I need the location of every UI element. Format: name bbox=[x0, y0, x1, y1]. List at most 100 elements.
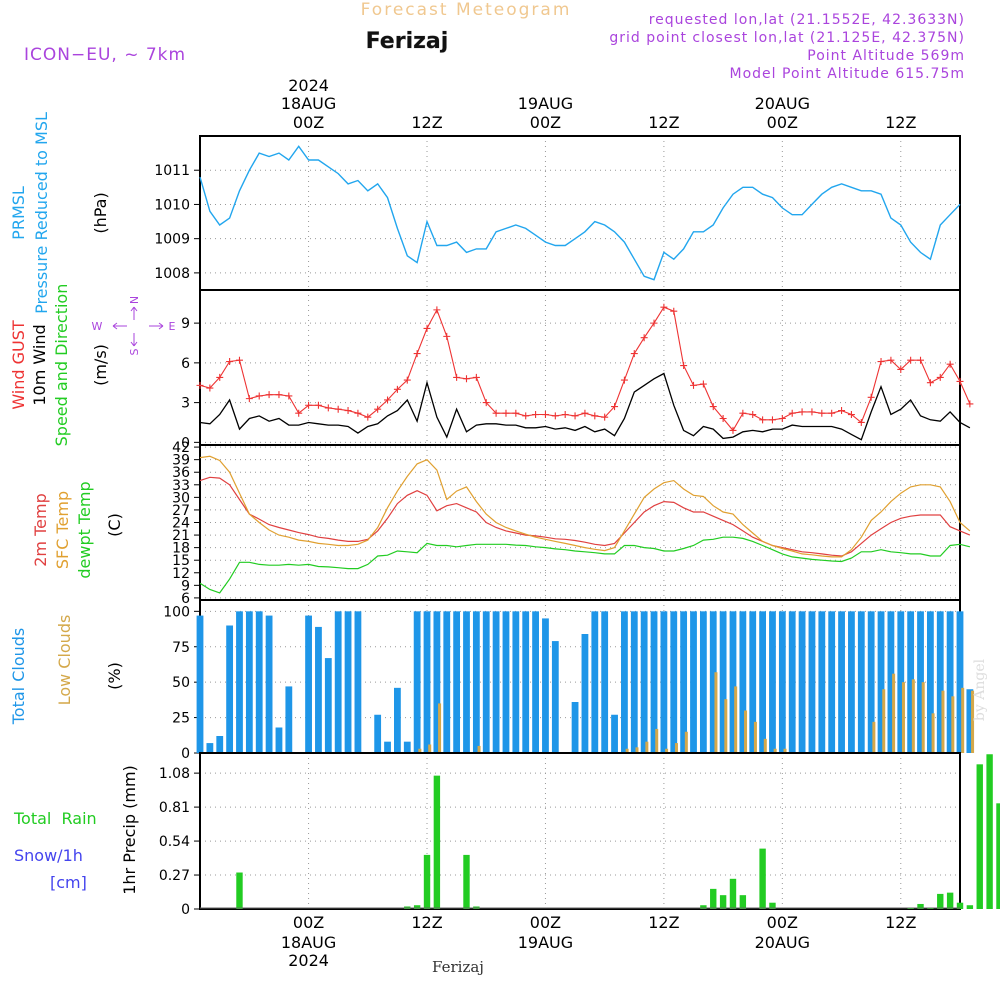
gust-marker bbox=[690, 381, 698, 389]
gust-marker bbox=[482, 399, 490, 407]
y-tick-label: 27 bbox=[172, 503, 190, 519]
date-label: 18AUG bbox=[281, 933, 336, 952]
total-cloud-bar bbox=[660, 611, 668, 753]
total-cloud-bar bbox=[216, 736, 224, 753]
rain-bar bbox=[413, 905, 421, 909]
total-cloud-bar bbox=[315, 626, 322, 753]
gust-marker bbox=[591, 412, 599, 420]
gust-marker bbox=[680, 362, 688, 370]
gust-marker bbox=[768, 416, 776, 424]
low-cloud-bar bbox=[438, 703, 442, 753]
total-cloud-bar bbox=[453, 611, 461, 753]
y-tick-label: 0 bbox=[181, 746, 190, 762]
compass-rose: N W E S bbox=[92, 296, 176, 356]
low-cloud-bar bbox=[911, 679, 915, 753]
gust-marker bbox=[907, 356, 915, 364]
gust-marker bbox=[749, 411, 757, 419]
gust-marker bbox=[729, 426, 737, 434]
y-tick-label: 0 bbox=[181, 902, 190, 918]
time-label: 12Z bbox=[648, 113, 679, 132]
gust-marker bbox=[759, 416, 767, 424]
time-label: 00Z bbox=[293, 913, 324, 932]
total-cloud-bar bbox=[463, 611, 470, 753]
total-cloud-bar bbox=[512, 611, 520, 753]
total-cloud-bar bbox=[394, 687, 401, 753]
y-tick-label: 12 bbox=[172, 566, 190, 582]
y-tick-label: 9 bbox=[181, 578, 190, 594]
total-cloud-bar bbox=[759, 611, 766, 753]
gust-marker bbox=[966, 400, 974, 408]
y-tick-label: 0.54 bbox=[159, 834, 190, 850]
rain-bar bbox=[769, 902, 776, 909]
gust-marker bbox=[897, 365, 905, 373]
temp-sfc-label: SFC Temp bbox=[53, 491, 72, 569]
total-cloud-bar bbox=[966, 689, 974, 753]
y-tick-label: 1.08 bbox=[159, 766, 190, 782]
y-tick-label: 50 bbox=[172, 675, 190, 691]
chart-title: Forecast Meteogram bbox=[361, 0, 572, 20]
total-cloud-bar bbox=[354, 611, 362, 753]
total-cloud-bar bbox=[897, 611, 905, 753]
low-cloud-bar bbox=[714, 672, 718, 753]
wind-speed-line bbox=[199, 372, 971, 441]
rain-bar bbox=[729, 878, 737, 909]
y-tick-label: 9 bbox=[181, 316, 190, 332]
pressure-unit: (hPa) bbox=[91, 192, 110, 233]
gust-marker bbox=[196, 381, 204, 389]
total-cloud-bar bbox=[196, 615, 204, 753]
low-cloud-bar bbox=[734, 686, 738, 753]
location-title: Ferizaj bbox=[366, 29, 449, 54]
gust-marker bbox=[611, 403, 619, 411]
gust-marker bbox=[462, 375, 470, 383]
y-tick-label: 15 bbox=[172, 553, 190, 569]
temp-2m-label: 2m Temp bbox=[31, 493, 50, 567]
total-cloud-bar bbox=[601, 611, 609, 753]
total-cloud-bar bbox=[423, 611, 431, 753]
total-clouds-label: Total Clouds bbox=[9, 628, 28, 726]
total-cloud-bar bbox=[690, 611, 697, 753]
y-tick-label: 36 bbox=[172, 465, 190, 481]
time-label: 00Z bbox=[530, 913, 561, 932]
total-cloud-bar bbox=[778, 611, 786, 753]
low-clouds-label: Low Clouds bbox=[55, 615, 74, 706]
low-cloud-bar bbox=[744, 710, 748, 753]
low-cloud-bar bbox=[418, 748, 422, 753]
credit-watermark: by Angel bbox=[972, 658, 988, 721]
y-tick-label: 39 bbox=[172, 453, 190, 469]
total-cloud-bar bbox=[926, 611, 934, 753]
gust-marker bbox=[620, 376, 628, 384]
compass-west: W bbox=[92, 320, 103, 333]
total-cloud-bar bbox=[808, 611, 816, 753]
gust-marker bbox=[453, 373, 461, 381]
gust-marker bbox=[433, 306, 441, 314]
rain-bar bbox=[433, 775, 441, 909]
low-cloud-bar bbox=[773, 748, 777, 753]
temp-sfc-line bbox=[199, 455, 971, 558]
low-cloud-bar bbox=[635, 747, 639, 753]
y-tick-label: 0.27 bbox=[159, 868, 190, 884]
total-cloud-bar bbox=[769, 611, 776, 753]
time-label: 12Z bbox=[648, 913, 679, 932]
gust-marker bbox=[275, 391, 283, 399]
y-tick-label: 42 bbox=[172, 440, 190, 456]
pressure-label-prmsl: PRMSL bbox=[9, 186, 28, 240]
snow-unit-label: [cm] bbox=[50, 873, 87, 892]
total-cloud-bar bbox=[245, 611, 253, 753]
gust-marker bbox=[808, 408, 816, 416]
low-cloud-bar bbox=[665, 748, 669, 753]
gust-marker bbox=[216, 373, 224, 381]
gust-marker bbox=[936, 373, 944, 381]
gust-marker bbox=[295, 409, 303, 417]
total-cloud-bar bbox=[482, 611, 490, 753]
total-cloud-bar bbox=[699, 611, 707, 753]
y-tick-label: 0 bbox=[181, 435, 190, 451]
clouds-frame bbox=[199, 599, 961, 754]
low-cloud-bar bbox=[674, 743, 678, 753]
total-cloud-bar bbox=[680, 611, 688, 753]
gust-marker bbox=[324, 404, 332, 412]
gust-marker bbox=[393, 385, 401, 393]
gust-marker bbox=[867, 393, 875, 401]
